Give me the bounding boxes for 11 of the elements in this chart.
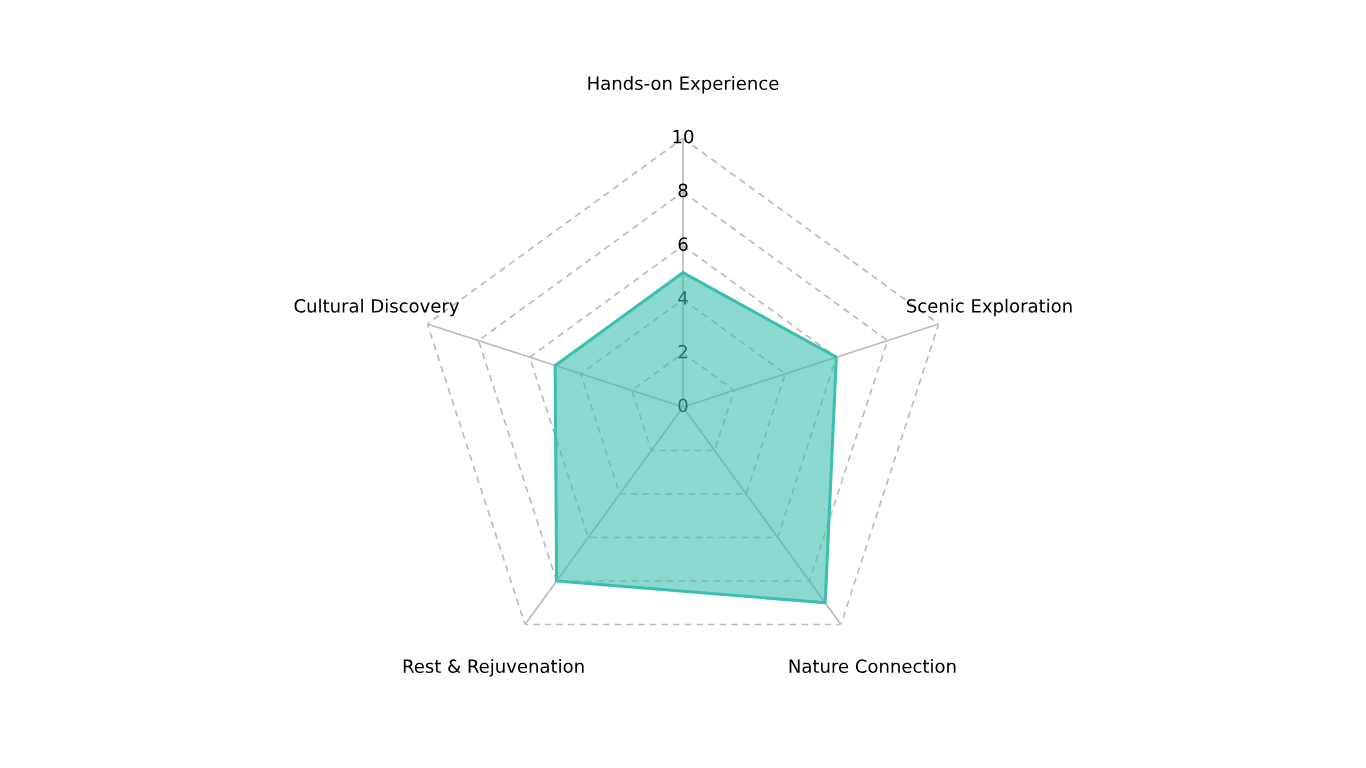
spoke-label: Nature Connection <box>789 659 956 673</box>
spoke-label: Cultural Discovery <box>294 298 459 317</box>
spoke-label: Scenic Exploration <box>907 298 1072 317</box>
y-tick-label: 10 <box>673 129 694 144</box>
y-tick-label: 4 <box>678 291 688 305</box>
y-tick-label: 6 <box>678 237 688 251</box>
spoke-label: Rest & Rejuvenation <box>403 659 584 677</box>
y-tick-label: 2 <box>678 344 687 359</box>
spoke-label: Hands-on Experience <box>588 76 779 94</box>
y-tick-label: 8 <box>678 183 688 198</box>
y-tick-label: 0 <box>678 398 688 413</box>
